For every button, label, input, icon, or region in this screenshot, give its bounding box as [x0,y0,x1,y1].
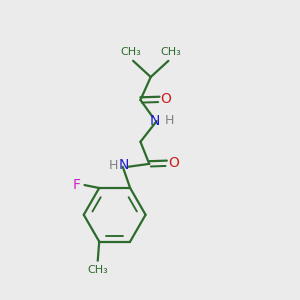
Text: CH₃: CH₃ [87,265,108,275]
Text: CH₃: CH₃ [160,47,181,57]
Text: CH₃: CH₃ [120,47,141,57]
Text: O: O [168,156,179,170]
Text: N: N [118,158,128,172]
Text: O: O [160,92,172,106]
Text: F: F [72,178,80,192]
Text: H: H [164,114,174,127]
Text: N: N [150,114,160,128]
Text: H: H [109,159,118,172]
